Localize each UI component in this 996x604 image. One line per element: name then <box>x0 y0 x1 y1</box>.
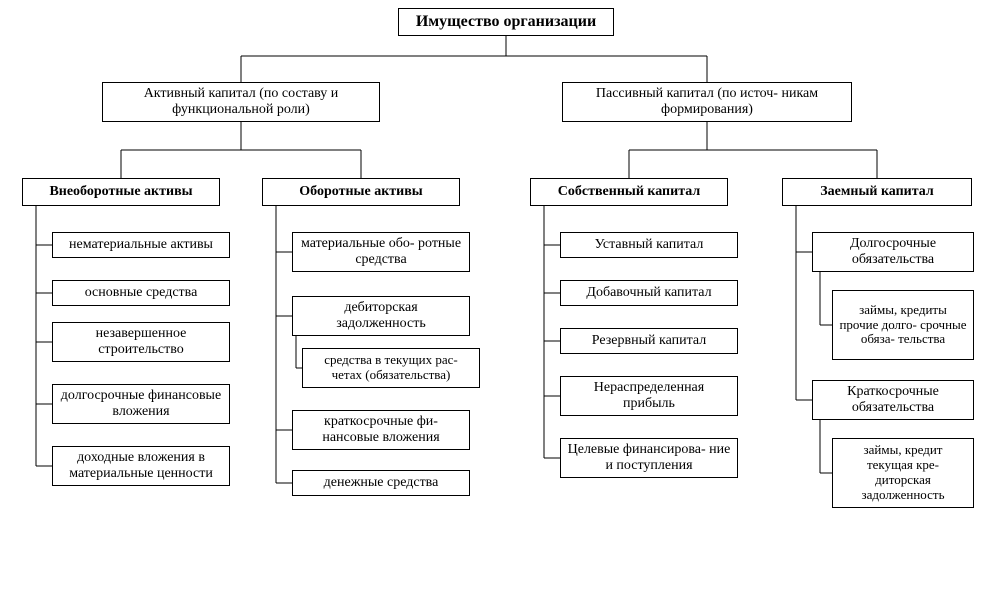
leaf-osnovnye: основные средства <box>52 280 230 306</box>
leaf-label: Резервный капитал <box>592 333 706 349</box>
leaf-label: долгосрочные финансовые вложения <box>59 388 223 420</box>
node-label: Пассивный капитал (по источ- никам форми… <box>569 86 845 118</box>
leaf-label: Целевые финансирова- ние и поступления <box>567 442 731 474</box>
root-label: Имущество организации <box>416 13 596 31</box>
leaf-label: займы, кредиты прочие долго- срочные обя… <box>839 303 967 348</box>
leaf-label: Добавочный капитал <box>586 285 711 301</box>
node-obor: Оборотные активы <box>262 178 460 206</box>
leaf-label: займы, кредит текущая кре- диторская зад… <box>839 443 967 503</box>
leaf-label: незавершенное строительство <box>59 326 223 358</box>
node-sobst: Собственный капитал <box>530 178 728 206</box>
leaf-material-ob: материальные обо- ротные средства <box>292 232 470 272</box>
leaf-dohodnye: доходные вложения в материальные ценност… <box>52 446 230 486</box>
leaf-label: основные средства <box>85 285 198 301</box>
leaf-denezh: денежные средства <box>292 470 470 496</box>
leaf-ustavn: Уставный капитал <box>560 232 738 258</box>
leaf-sredstva-raschet: средства в текущих рас- четах (обязатель… <box>302 348 480 388</box>
leaf-label: Нераспределенная прибыль <box>567 380 731 412</box>
node-label: Собственный капитал <box>558 184 700 200</box>
leaf-label: денежные средства <box>324 475 439 491</box>
node-label: Оборотные активы <box>299 184 422 200</box>
leaf-celev: Целевые финансирова- ние и поступления <box>560 438 738 478</box>
leaf-dolgosroch-fin: долгосрочные финансовые вложения <box>52 384 230 424</box>
root-node: Имущество организации <box>398 8 614 36</box>
leaf-rezerv: Резервный капитал <box>560 328 738 354</box>
node-label: Активный капитал (по составу и функциона… <box>109 86 373 118</box>
leaf-label: доходные вложения в материальные ценност… <box>59 450 223 482</box>
leaf-label: Долгосрочные обязательства <box>819 236 967 268</box>
leaf-dobav: Добавочный капитал <box>560 280 738 306</box>
leaf-label: нематериальные активы <box>69 237 213 253</box>
node-passive-capital: Пассивный капитал (по источ- никам форми… <box>562 82 852 122</box>
node-zaem: Заемный капитал <box>782 178 972 206</box>
leaf-dolg-obyaz: Долгосрочные обязательства <box>812 232 974 272</box>
node-label: Заемный капитал <box>820 184 934 200</box>
leaf-neraspr: Нераспределенная прибыль <box>560 376 738 416</box>
leaf-label: дебиторская задолженность <box>299 300 463 332</box>
leaf-zaimy-kratk: займы, кредит текущая кре- диторская зад… <box>832 438 974 508</box>
node-label: Внеоборотные активы <box>49 184 192 200</box>
leaf-debitor: дебиторская задолженность <box>292 296 470 336</box>
leaf-label: Краткосрочные обязательства <box>819 384 967 416</box>
leaf-zaimy-dolg: займы, кредиты прочие долго- срочные обя… <box>832 290 974 360</box>
node-active-capital: Активный капитал (по составу и функциона… <box>102 82 380 122</box>
leaf-nematerial: нематериальные активы <box>52 232 230 258</box>
leaf-label: краткосрочные фи- нансовые вложения <box>299 414 463 446</box>
node-vneob: Внеоборотные активы <box>22 178 220 206</box>
leaf-label: Уставный капитал <box>595 237 704 253</box>
leaf-nezaversh: незавершенное строительство <box>52 322 230 362</box>
leaf-label: средства в текущих рас- четах (обязатель… <box>309 353 473 383</box>
leaf-label: материальные обо- ротные средства <box>299 236 463 268</box>
leaf-kratk-obyaz: Краткосрочные обязательства <box>812 380 974 420</box>
leaf-kratk-fin: краткосрочные фи- нансовые вложения <box>292 410 470 450</box>
